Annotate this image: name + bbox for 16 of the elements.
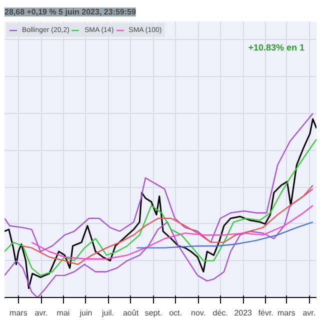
x-tick-label: mai xyxy=(56,308,70,318)
x-tick-label: sept. xyxy=(144,308,162,318)
x-tick-label: déc. xyxy=(212,308,228,318)
text: +10.83% en 1 xyxy=(248,42,305,52)
x-tick-label: juin xyxy=(78,308,92,318)
x-tick-label: févr. xyxy=(258,308,274,318)
x-tick-label: avr. xyxy=(34,308,48,318)
chart-title: 28,68 +0,19 % 5 juin 2023, 23:59:59 xyxy=(4,8,136,16)
x-tick-label: avr. xyxy=(302,308,316,318)
x-tick-label: mars xyxy=(10,308,28,318)
x-tick-label: août xyxy=(122,308,140,318)
x-tick-label: oct. xyxy=(169,308,182,318)
x-tick-label: nov. xyxy=(191,308,206,318)
x-tick-label: juil. xyxy=(101,308,114,318)
x-tick-label: mars xyxy=(278,308,296,318)
x-tick-label: 2023 xyxy=(234,308,253,318)
